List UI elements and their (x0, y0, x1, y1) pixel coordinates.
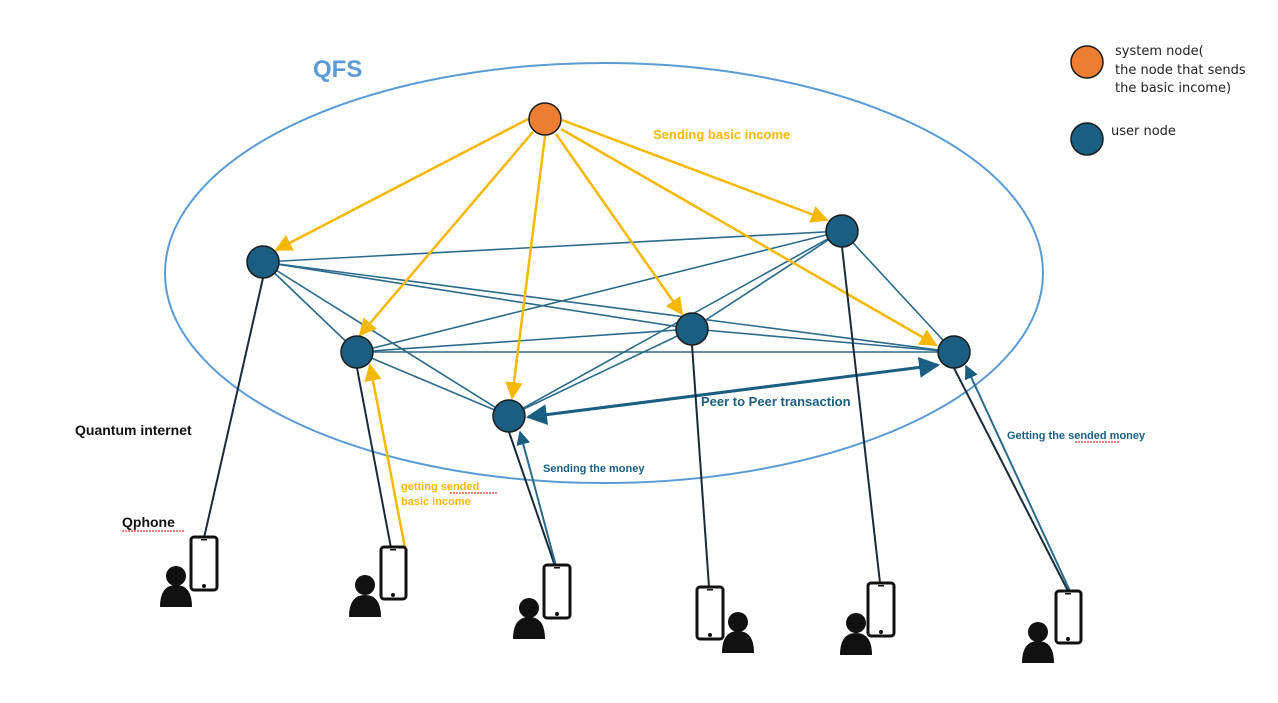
person-icon-3 (513, 598, 545, 639)
quantum-internet-label: Quantum internet (75, 422, 192, 438)
basic-income-arrows (274, 116, 938, 400)
user-node-2 (340, 335, 374, 369)
legend-system-node-line2: the node that sends (1115, 63, 1246, 78)
phone-icon-3 (542, 563, 572, 620)
user-node-4 (675, 312, 709, 346)
legend-system-node-line1: system node( (1115, 44, 1204, 59)
system-node (528, 102, 562, 136)
phone-icon-2 (379, 545, 408, 601)
sending-money-arrow (516, 430, 557, 567)
user-node-3 (492, 399, 526, 433)
peer-to-peer-arrow (525, 356, 941, 426)
phone-icon-4 (695, 585, 725, 641)
qfs-boundary-ellipse (164, 62, 1044, 484)
legend-user-node-label: user node (1111, 124, 1176, 139)
getting-money-arrow (964, 364, 1071, 592)
phone-icon-1 (189, 535, 219, 592)
getting-money-label: Getting the sended money (1007, 430, 1146, 442)
sending-basic-income-label: Sending basic income (653, 127, 790, 142)
user-node-5 (825, 214, 859, 248)
qphone-label: Qphone (122, 514, 175, 530)
phone-icon-5 (866, 581, 896, 638)
getting-basic-income-label-line2: basic income (401, 496, 471, 508)
person-icon-1 (160, 566, 192, 607)
user-node-1 (246, 245, 280, 279)
peer-to-peer-label: Peer to Peer transaction (701, 394, 851, 409)
person-icon-2 (349, 575, 381, 617)
person-icon-5 (840, 613, 872, 655)
qfs-title: QFS (313, 56, 362, 83)
phone-links (203, 246, 1069, 592)
getting-basic-income-arrow (364, 363, 407, 549)
legend-user-node-swatch (1070, 122, 1104, 156)
person-icon-4 (722, 612, 754, 653)
legend-system-node-swatch (1070, 45, 1104, 79)
sending-money-label: Sending the money (543, 463, 645, 475)
getting-basic-income-label-line1: getting sended (401, 481, 479, 493)
legend-system-node-line3: the basic income) (1115, 81, 1231, 96)
user-node-6 (937, 335, 971, 369)
phone-icon-6 (1054, 589, 1083, 645)
person-icon-6 (1022, 622, 1054, 663)
